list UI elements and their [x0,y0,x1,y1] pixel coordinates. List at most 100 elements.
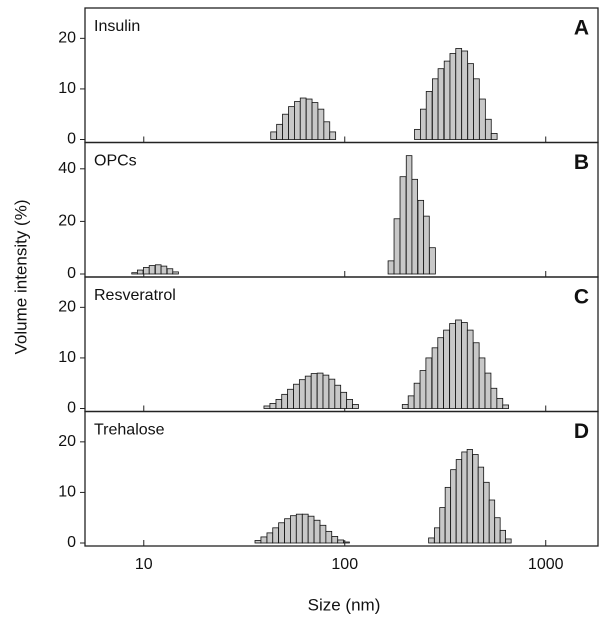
bar [450,469,457,544]
bar [496,397,504,409]
bar [466,329,474,409]
bar [294,101,301,140]
bar [425,357,433,409]
y-axis-label: Volume intensity (%) [11,200,30,355]
bar [420,108,427,140]
bar [325,530,333,544]
y-tick-label: 0 [67,400,76,417]
bar [437,337,444,409]
bar [343,541,350,544]
bar [307,515,315,544]
bar [449,323,456,409]
bar [479,98,486,140]
bar [431,347,439,409]
bar [472,454,479,544]
bar [148,265,156,275]
bar [461,50,469,140]
bar [269,403,277,409]
y-tick-label: 0 [67,265,76,282]
panel-title: Trehalose [94,422,165,439]
bar [299,97,307,140]
bar [313,519,321,544]
bar [405,155,413,275]
bar [411,178,418,275]
bar [305,98,313,140]
bar [419,370,427,409]
bar [143,267,150,275]
bar [467,63,474,140]
y-tick-label: 40 [58,160,76,177]
bar [337,539,344,544]
bar [502,404,510,409]
bar [484,372,492,409]
y-tick-label: 20 [58,30,76,47]
panel-label: C [574,286,589,309]
bar [276,123,283,140]
bar [439,507,446,544]
bar [443,329,450,409]
bar [284,518,291,544]
y-tick-label: 0 [67,534,76,551]
y-tick-label: 10 [58,349,76,366]
bar [287,388,294,409]
bar [488,499,496,544]
bar [340,391,348,409]
bar [414,128,421,140]
bar [352,404,359,409]
y-tick-label: 0 [67,131,76,148]
bar [455,459,463,544]
bar [282,113,289,140]
bar [288,106,295,140]
plot-frame [84,410,599,547]
bar [154,264,162,275]
plot-frame [84,141,599,278]
bar [449,53,457,140]
bar [293,383,300,409]
x-axis-label: Size (nm) [308,595,381,614]
bar [484,118,492,140]
y-tick-label: 10 [58,80,76,97]
bar [272,527,279,544]
panel-label: B [574,151,589,174]
bar [490,387,498,409]
bar [461,322,468,409]
bar [346,398,353,409]
bar [254,540,262,544]
bar [477,466,485,544]
bar [472,342,480,409]
bar [444,486,452,544]
bar [260,536,268,544]
bar [310,373,318,409]
bar [281,393,288,409]
bar [399,176,407,275]
bar [160,265,168,275]
bar [278,522,285,544]
y-tick-label: 10 [58,484,76,501]
bar [478,357,486,409]
bar [270,131,278,140]
bar [316,372,324,409]
bar [429,247,436,275]
bar [434,527,441,544]
bar [401,404,409,409]
bar [455,319,462,409]
bar [275,398,283,409]
bar [329,131,337,140]
bar [473,78,480,140]
bar [407,395,415,409]
bar [323,121,331,140]
bar [166,268,174,275]
x-tick-label: 10 [135,556,153,573]
bar [304,375,312,409]
panel-title: OPCs [94,153,137,170]
bar [483,481,490,544]
x-tick-label: 1000 [528,556,564,573]
bar [311,102,319,140]
bar [417,199,425,275]
bar [298,379,306,409]
bar [387,260,395,275]
bar [172,271,179,275]
bar [131,272,138,275]
x-tick-label: 100 [331,556,358,573]
